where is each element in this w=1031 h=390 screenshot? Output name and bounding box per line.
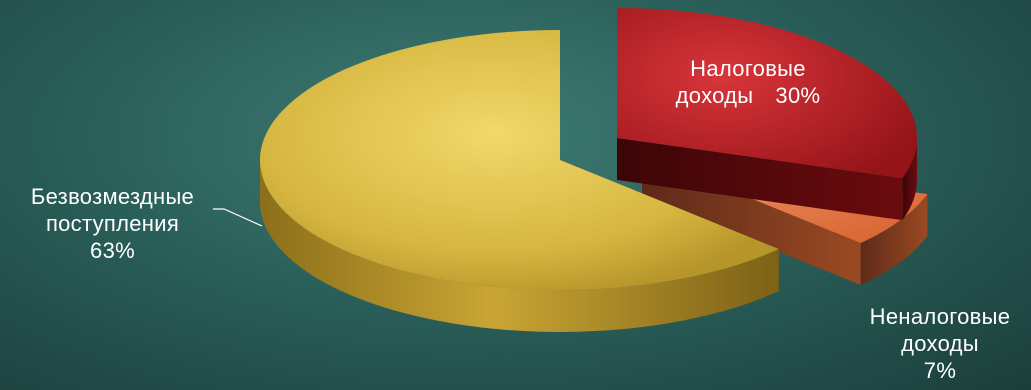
slice-label-line: Безвозмездные: [30, 184, 195, 209]
slice-nalogovye-cut-face: [617, 138, 903, 221]
slice-nalogovye-top: [617, 8, 917, 179]
slice-label-value: 63%: [90, 238, 135, 263]
slice-label-value: 30%: [775, 83, 821, 108]
slice-bezvozmezdnye-top: [260, 29, 779, 290]
leader-line: [213, 208, 263, 227]
pie-slices: [260, 8, 928, 332]
slice-label-line: Неналоговые: [869, 304, 1011, 329]
slice-label-nenalogovye: Неналоговые доходы 7%: [852, 303, 1028, 384]
slice-bezvozmezdnye: [260, 29, 779, 332]
slice-label-nalogovye: Налоговые доходы 30%: [642, 55, 854, 109]
slice-label-line: доходы: [901, 331, 979, 356]
slice-label-value: 7%: [923, 358, 957, 383]
slice-bezvozmezdnye-side: [260, 160, 779, 332]
slice-label-line: доходы: [675, 83, 754, 108]
slice-nalogovye-side: [902, 138, 917, 221]
slice-nalogovye: [617, 8, 917, 221]
slice-label-line: поступления: [45, 211, 180, 236]
slice-nenalogovye-side: [860, 194, 928, 285]
slice-label-bezvozmezdnye: Безвозмездные поступления 63%: [10, 183, 215, 264]
slice-label-line: Налоговые: [690, 56, 806, 81]
